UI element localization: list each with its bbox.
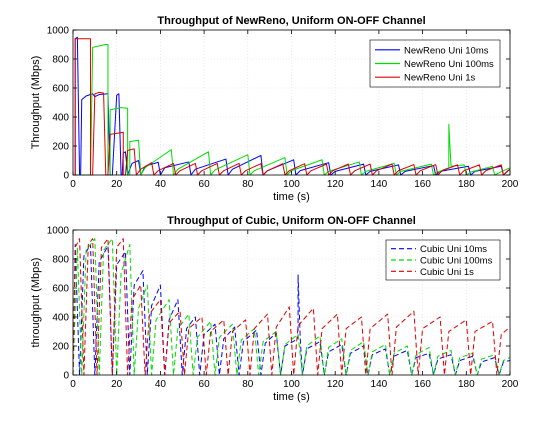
x-tick-label: 100 <box>283 179 300 190</box>
x-tick-label: 40 <box>155 179 167 190</box>
x-tick-label: 100 <box>283 379 300 390</box>
legend-label: NewReno Uni 100ms <box>404 59 494 70</box>
x-tick-label: 120 <box>327 179 344 190</box>
y-tick-label: 400 <box>52 113 69 124</box>
y-tick-label: 800 <box>52 255 69 266</box>
y-axis-label: Throughput (Mbps) <box>30 56 42 150</box>
x-tick-label: 60 <box>199 179 211 190</box>
x-tick-label: 80 <box>242 379 254 390</box>
x-tick-label: 80 <box>242 179 254 190</box>
y-axis-label: throughput (Mbps) <box>30 258 42 348</box>
x-tick-label: 20 <box>111 179 123 190</box>
y-tick-label: 200 <box>52 142 69 153</box>
chart-title: Throughput of Cubic, Uniform ON-OFF Chan… <box>167 215 416 227</box>
y-tick-label: 1000 <box>47 226 70 237</box>
y-tick-label: 200 <box>52 342 69 353</box>
x-tick-label: 120 <box>327 379 344 390</box>
x-tick-label: 160 <box>414 379 431 390</box>
x-tick-label: 160 <box>414 179 431 190</box>
x-axis-label: time (s) <box>273 391 310 403</box>
chart-title: Throughput of NewReno, Uniform ON-OFF Ch… <box>157 15 425 27</box>
chart-panel-1: 0 20 40 60 80 100 120 140 160 180 200 0 200 400 600 800… <box>30 15 519 203</box>
y-tick-label: 600 <box>52 284 69 295</box>
y-tick-label: 1000 <box>47 26 70 37</box>
x-tick-label: 140 <box>371 179 388 190</box>
legend-label: NewReno Uni 1s <box>404 73 476 84</box>
x-tick-label: 180 <box>458 179 475 190</box>
chart-panel-2: 0 20 40 60 80 100 120 140 160 180 200 0 200 400 600 800… <box>30 215 519 403</box>
x-axis-label: time (s) <box>273 191 310 203</box>
legend-label: Cubic Uni 1s <box>420 267 474 278</box>
legend: NewReno Uni 10ms NewReno Uni 100ms NewReno… <box>370 40 500 87</box>
y-tick-label: 0 <box>63 171 69 182</box>
y-tick-label: 800 <box>52 55 69 66</box>
x-tick-label: 60 <box>199 379 211 390</box>
x-tick-label: 40 <box>155 379 167 390</box>
y-tick-label: 0 <box>63 371 69 382</box>
legend-label: NewReno Uni 10ms <box>404 45 489 56</box>
y-tick-label: 400 <box>52 313 69 324</box>
y-tick-label: 600 <box>52 84 69 95</box>
legend-label: Cubic Uni 100ms <box>420 256 493 267</box>
x-tick-label: 140 <box>371 379 388 390</box>
x-tick-label: 180 <box>458 379 475 390</box>
x-tick-label: 0 <box>70 379 76 390</box>
legend-label: Cubic Uni 10ms <box>420 244 487 255</box>
x-tick-label: 200 <box>502 379 519 390</box>
x-tick-label: 20 <box>111 379 123 390</box>
x-tick-label: 200 <box>502 179 519 190</box>
x-tick-label: 0 <box>70 179 76 190</box>
